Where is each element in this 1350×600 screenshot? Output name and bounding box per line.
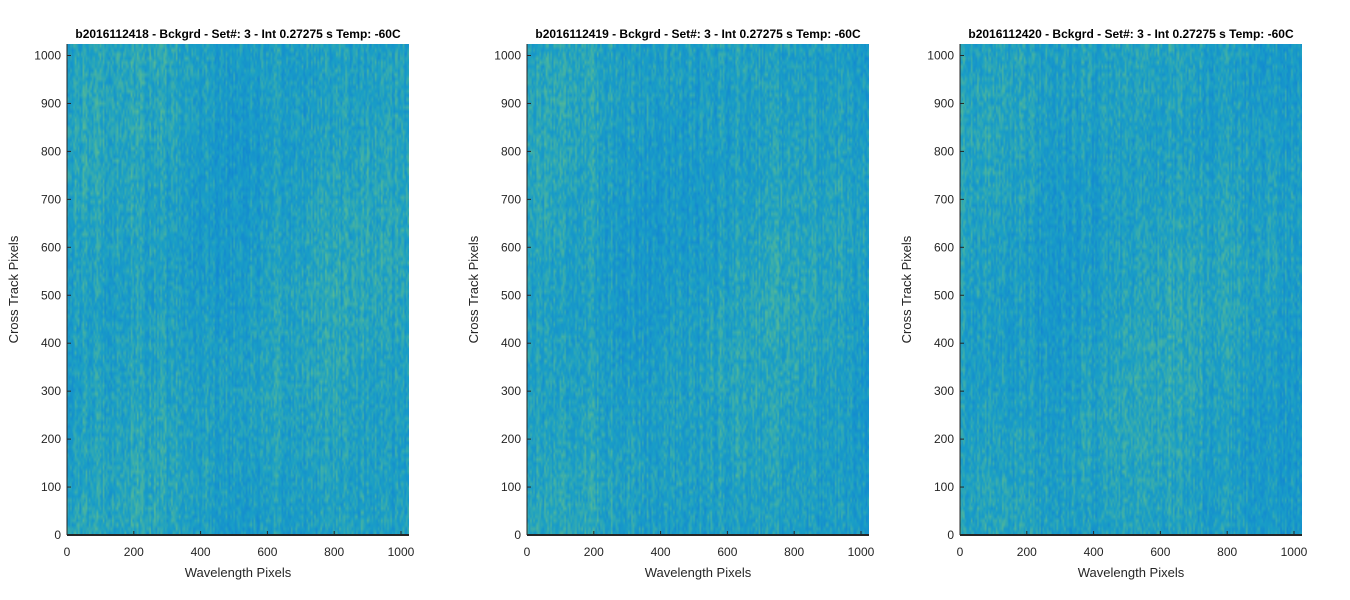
y-tick-label: 900 [934,96,954,110]
y-tick-label: 800 [934,144,954,158]
y-tick-label: 100 [41,480,61,494]
y-tick-label: 600 [934,240,954,254]
heatmap-panel-1: 0 200 400 600 800 1000 0 100 200 300 400 500 600 700 8… [6,27,415,580]
x-tick-label: 800 [324,545,344,559]
heatmap-panel-3: 0 200 400 600 800 1000 0 100 200 300 400 500 600 700 8… [899,27,1308,580]
x-axis-label: Wavelength Pixels [185,565,292,580]
y-tick-label: 1000 [494,49,521,63]
y-tick-label: 600 [41,240,61,254]
y-tick-label: 500 [934,288,954,302]
x-tick-label: 200 [584,545,604,559]
x-tick-label: 1000 [1281,545,1308,559]
y-tick-label: 200 [934,432,954,446]
panel-title: b2016112419 - Bckgrd - Set#: 3 - Int 0.2… [535,27,861,41]
y-tick-label: 300 [501,384,521,398]
y-tick-label: 0 [947,528,954,542]
panel-title: b2016112418 - Bckgrd - Set#: 3 - Int 0.2… [75,27,401,41]
y-tick-label: 900 [501,96,521,110]
y-tick-label: 100 [934,480,954,494]
y-axis-label: Cross Track Pixels [899,235,914,343]
y-tick-label: 0 [54,528,61,542]
x-tick-label: 0 [64,545,71,559]
x-tick-label: 800 [784,545,804,559]
y-tick-label: 700 [934,192,954,206]
x-tick-label: 400 [191,545,211,559]
x-tick-label: 800 [1217,545,1237,559]
y-tick-label: 700 [501,192,521,206]
x-tick-label: 600 [1150,545,1170,559]
y-tick-label: 400 [934,336,954,350]
heatmap-panel-2: 0 200 400 600 800 1000 0 100 200 300 400 500 600 700 8… [466,27,875,580]
y-tick-label: 600 [501,240,521,254]
x-tick-label: 1000 [388,545,415,559]
y-tick-label: 300 [41,384,61,398]
y-tick-label: 200 [41,432,61,446]
y-tick-label: 700 [41,192,61,206]
y-tick-label: 900 [41,96,61,110]
y-tick-label: 0 [514,528,521,542]
x-axis-label: Wavelength Pixels [645,565,752,580]
y-tick-label: 400 [501,336,521,350]
y-axis-label: Cross Track Pixels [466,235,481,343]
y-tick-label: 800 [501,144,521,158]
x-tick-label: 0 [957,545,964,559]
x-tick-label: 200 [1017,545,1037,559]
heatmap-image-2 [527,44,869,535]
x-tick-label: 600 [257,545,277,559]
heatmap-image-1 [67,44,409,535]
y-tick-label: 300 [934,384,954,398]
panel-title: b2016112420 - Bckgrd - Set#: 3 - Int 0.2… [968,27,1294,41]
y-tick-label: 500 [41,288,61,302]
x-axis-label: Wavelength Pixels [1078,565,1185,580]
y-tick-label: 200 [501,432,521,446]
y-tick-label: 800 [41,144,61,158]
y-tick-label: 1000 [34,49,61,63]
heatmap-image-3 [960,44,1302,535]
x-tick-label: 600 [717,545,737,559]
x-tick-label: 1000 [848,545,875,559]
y-tick-label: 400 [41,336,61,350]
y-tick-label: 500 [501,288,521,302]
y-tick-label: 100 [501,480,521,494]
x-tick-label: 200 [124,545,144,559]
x-tick-label: 400 [1084,545,1104,559]
y-tick-label: 1000 [927,49,954,63]
y-axis-label: Cross Track Pixels [6,235,21,343]
x-tick-label: 0 [524,545,531,559]
x-tick-label: 400 [651,545,671,559]
